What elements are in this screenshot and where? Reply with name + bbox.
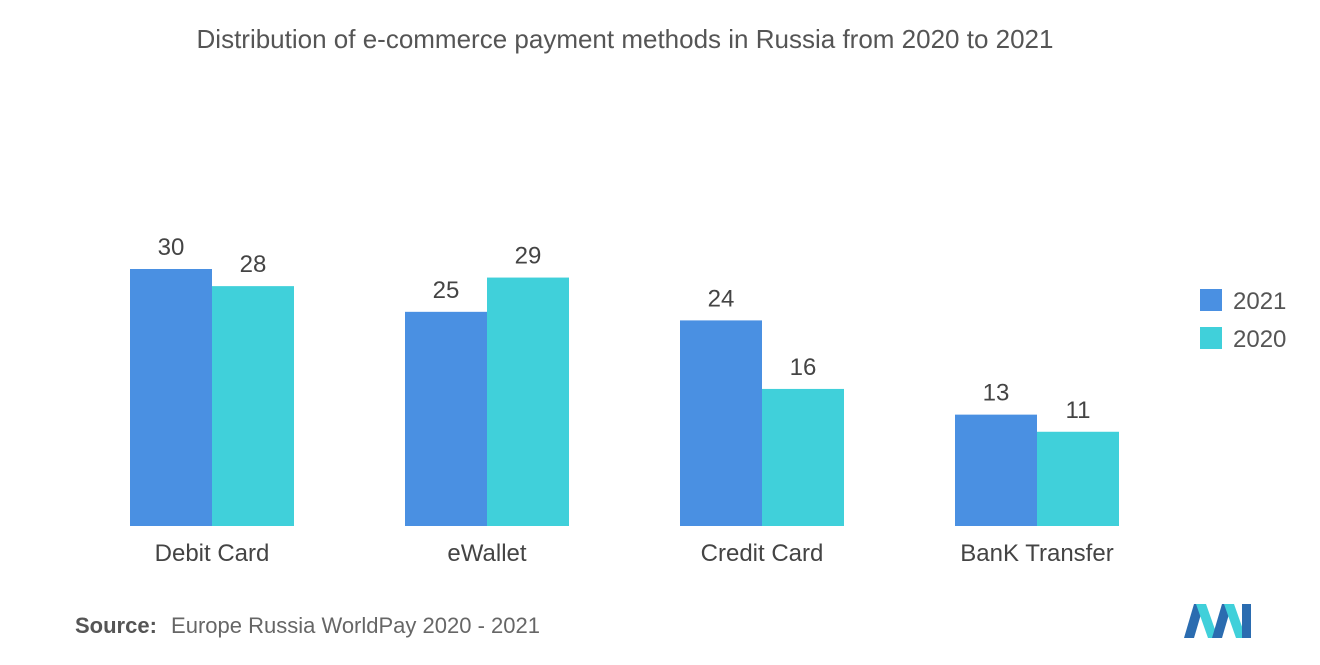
legend-swatch-2021 (1200, 289, 1222, 311)
legend-label: 2020 (1233, 326, 1286, 353)
legend-swatch-2020 (1200, 327, 1222, 349)
bar-ewallet-2021 (405, 311, 487, 526)
bar-debit-card-2020 (212, 286, 294, 526)
bar-debit-card-2021 (130, 269, 212, 526)
data-label: 13 (983, 380, 1010, 407)
bar-credit-card-2020 (762, 388, 844, 526)
data-label: 16 (790, 354, 817, 381)
mordor-intelligence-logo-icon (1184, 604, 1251, 638)
data-label: 28 (240, 251, 267, 278)
data-label: 24 (708, 285, 735, 312)
category-label: Credit Card (701, 540, 824, 567)
data-label: 29 (515, 243, 542, 270)
category-label: eWallet (447, 540, 526, 567)
source-label: Source: (75, 613, 157, 638)
data-label: 25 (433, 277, 460, 304)
data-label: 30 (158, 234, 185, 261)
bar-bank-transfer-2021 (955, 414, 1037, 526)
chart-title: Distribution of e-commerce payment metho… (196, 24, 1054, 54)
legend-label: 2021 (1233, 288, 1286, 315)
source-text: Europe Russia WorldPay 2020 - 2021 (171, 613, 540, 638)
category-label: BanK Transfer (960, 540, 1113, 567)
bar-bank-transfer-2020 (1037, 431, 1119, 526)
bar-credit-card-2021 (680, 320, 762, 526)
source-note: Source: Europe Russia WorldPay 2020 - 20… (75, 613, 540, 639)
bar-ewallet-2020 (487, 277, 569, 526)
data-label: 11 (1066, 397, 1091, 424)
category-label: Debit Card (155, 540, 270, 567)
